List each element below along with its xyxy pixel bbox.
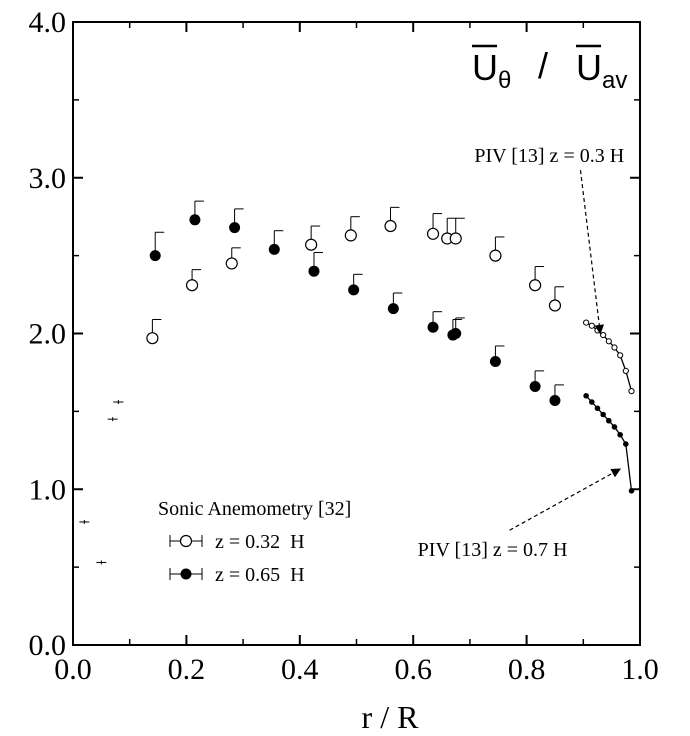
series-3-point-8 — [628, 488, 635, 494]
annotations: PIV [13] z = 0.3 H PIV [13] z = 0.7 H — [418, 145, 624, 561]
series-2-point-4 — [605, 338, 612, 345]
y-tick-label-3: 3.0 — [29, 162, 67, 195]
series-3-point-4 — [606, 417, 612, 424]
series-2-point-2 — [594, 327, 601, 334]
series — [79, 200, 635, 565]
series-0-point-11 — [548, 299, 562, 312]
series-0-point-5 — [384, 219, 397, 233]
series-2 — [583, 319, 635, 395]
series-3-point-7 — [623, 441, 629, 447]
series-2-point-1 — [588, 322, 595, 329]
series-0-point-9 — [489, 249, 502, 262]
series-0-point-3 — [305, 238, 318, 251]
annotation-1-arrow — [509, 468, 621, 531]
series-0-point-0 — [146, 332, 159, 345]
series-4-point-3 — [113, 400, 124, 405]
series-4-point-1 — [96, 560, 107, 565]
series-1-point-2 — [229, 222, 241, 234]
annotation-0: PIV [13] z = 0.3 H — [474, 145, 624, 335]
series-3-point-6 — [617, 431, 623, 438]
legend-entry-1-marker — [169, 534, 203, 548]
y-tick-label-0: 0.0 — [29, 629, 67, 662]
series-2-point-5 — [611, 344, 618, 351]
series-4-point-0 — [79, 519, 90, 524]
x-tick-label-0: 0.0 — [54, 653, 92, 686]
legend-entry-2-symbol — [180, 568, 192, 580]
legend-markers — [169, 534, 203, 580]
series-1-point-7 — [427, 321, 439, 333]
annotation-0-arrow — [579, 170, 605, 335]
series-4 — [79, 400, 124, 565]
series-0-point-2 — [225, 257, 238, 270]
x-tick-label-4: 0.8 — [508, 653, 546, 686]
series-2-point-6 — [617, 352, 624, 359]
axis-ticks — [72, 21, 641, 646]
y-label-numerator-sub: θ — [498, 67, 511, 94]
series-3 — [583, 393, 635, 494]
x-tick-label-3: 0.6 — [394, 653, 432, 686]
series-1-point-1 — [189, 214, 201, 226]
x-axis-title: r / R — [362, 699, 420, 735]
series-1-point-9 — [450, 328, 462, 339]
annotation-1-label: PIV [13] z = 0.7 H — [418, 539, 568, 561]
series-2-line — [585, 322, 633, 392]
series-1-point-12 — [549, 394, 561, 406]
series-3-point-3 — [600, 411, 606, 418]
x-tick-label-1: 0.2 — [168, 653, 206, 686]
series-1-point-6 — [387, 303, 399, 315]
series-1 — [149, 200, 564, 406]
x-tick-label-5: 1.0 — [621, 653, 659, 686]
series-0-point-6 — [426, 227, 440, 240]
series-4-point-2 — [107, 417, 118, 422]
series-2-point-3 — [600, 331, 607, 339]
tick-labels: 0.0 0.2 0.4 0.6 0.8 1.0 0.0 1.0 2.0 3.0 4.0 — [29, 6, 659, 686]
legend-entry-1-label: z = 0.32 H — [215, 531, 305, 553]
y-label-denominator-symbol: U — [576, 47, 602, 88]
series-1-point-11 — [529, 380, 541, 392]
series-3-point-0 — [583, 393, 589, 399]
series-0-point-1 — [185, 279, 199, 292]
legend-entry-2-label: z = 0.65 H — [215, 564, 305, 586]
series-1-point-3 — [268, 243, 280, 255]
y-label-numerator-symbol: U — [472, 47, 498, 88]
annotation-0-label: PIV [13] z = 0.3 H — [474, 145, 624, 167]
y-label-separator: / — [528, 45, 558, 86]
series-3-point-5 — [611, 424, 618, 430]
annotation-1: PIV [13] z = 0.7 H — [418, 468, 621, 561]
legend: Sonic Anemometry [32] z = 0.32 H z = 0.6… — [158, 498, 351, 586]
series-2-point-0 — [583, 319, 590, 326]
series-3-point-2 — [594, 405, 601, 412]
series-1-point-0 — [149, 250, 161, 262]
y-tick-label-4: 4.0 — [29, 6, 67, 39]
series-2-point-7 — [622, 367, 629, 374]
x-tick-label-2: 0.4 — [281, 653, 319, 686]
y-axis-title: U θ / U av — [472, 44, 627, 94]
series-1-point-5 — [348, 284, 360, 296]
legend-entry-2-marker — [169, 568, 203, 580]
series-0 — [146, 206, 564, 345]
series-2-point-8 — [628, 388, 635, 395]
series-0-point-8 — [449, 232, 462, 245]
series-1-point-10 — [489, 356, 501, 368]
legend-title: Sonic Anemometry [32] — [158, 498, 351, 520]
legend-entry-1-symbol — [179, 534, 193, 548]
series-0-point-4 — [344, 229, 357, 242]
series-3-point-1 — [589, 399, 595, 405]
series-1-point-4 — [308, 265, 320, 277]
y-tick-label-1: 1.0 — [29, 473, 67, 506]
series-0-point-10 — [529, 279, 542, 292]
y-label-denominator-sub: av — [602, 67, 627, 94]
y-tick-label-2: 2.0 — [29, 318, 67, 351]
